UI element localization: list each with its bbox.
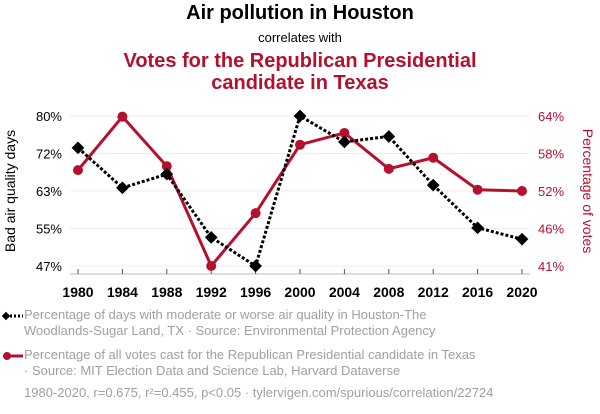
y-axis-left-label: Bad air quality days [2, 130, 18, 252]
series-votes-point [117, 111, 128, 122]
y-left-tick-label: 47% [36, 259, 62, 274]
x-tick-label: 1980 [62, 284, 93, 300]
y-left-tick-label: 63% [36, 184, 62, 199]
y-axis-right-label: Percentage of votes [580, 129, 596, 254]
series-votes-point [339, 127, 350, 138]
x-tick-label: 1988 [151, 284, 182, 300]
y-left-tick-label: 80% [36, 109, 62, 124]
series-air-point [249, 259, 262, 273]
x-tick-label: 1984 [107, 284, 138, 300]
y-left-tick-label: 72% [36, 147, 62, 162]
series-air-point [293, 109, 307, 123]
title2-line2: candidate in Texas [211, 72, 389, 94]
chart-title: Air pollution in Houston [186, 2, 414, 24]
x-tick-label: 2020 [506, 284, 537, 300]
title2-line1: Votes for the Republican Presidential [123, 50, 477, 72]
legend-text-line2: Woodlands-Sugar Land, TX · Source: Envir… [24, 323, 436, 338]
legend-item-air-quality: Percentage of days with moderate or wors… [2, 307, 564, 339]
legend-text-line1: Percentage of all votes cast for the Rep… [24, 347, 476, 362]
legend-text-line2: · Source: MIT Election Data and Science … [24, 363, 401, 378]
footer-stats: 1980-2020, r=0.675, r²=0.455, p<0.05 · t… [24, 385, 494, 400]
legend-line-circle-icon [3, 352, 23, 360]
series-air-point [71, 141, 85, 155]
series-votes-point [428, 152, 439, 163]
chart-subtitle: correlates with [258, 30, 342, 45]
x-tick-label: 2016 [462, 284, 493, 300]
y-right-tick-label: 41% [538, 259, 564, 274]
series-air-point [426, 178, 440, 192]
y-right-tick-label: 52% [538, 184, 564, 199]
series-votes-point [206, 261, 217, 271]
x-tick-label: 1996 [240, 284, 271, 300]
legend-item-votes: Percentage of all votes cast for the Rep… [3, 347, 564, 379]
series-votes-point [73, 165, 83, 176]
series-air-point [204, 230, 218, 244]
x-tick-label: 2000 [284, 284, 315, 300]
series-votes-point [517, 186, 527, 196]
grid [70, 115, 530, 267]
series-air-point [515, 232, 529, 246]
series-air-point [116, 181, 129, 195]
x-axis: 1980 1984 1988 1992 1996 2000 2004 2008 2012 2016… [62, 269, 538, 300]
series-votes-point [472, 184, 483, 195]
y-left-tick-label: 55% [36, 222, 62, 237]
x-tick-label: 2004 [329, 284, 360, 300]
x-tick-label: 1992 [196, 284, 227, 300]
y-axis-left: 80% 72% 63% 55% 47% [36, 109, 62, 274]
series-air-point [160, 167, 174, 181]
series-group [71, 109, 529, 273]
y-right-tick-label: 58% [538, 147, 564, 162]
legend-text-line1: Percentage of days with moderate or wors… [24, 307, 427, 322]
series-votes-point [161, 161, 172, 172]
x-tick-label: 2008 [373, 284, 404, 300]
chart-title-secondary: Votes for the Republican Presidential ca… [0, 50, 600, 94]
legend-dotted-diamond-icon [2, 311, 23, 321]
y-axis-right: 64% 58% 52% 46% 41% [538, 109, 564, 274]
series-votes-point [250, 208, 261, 219]
series-votes-point [295, 139, 305, 150]
series-air-point [471, 221, 484, 235]
series-air-point [338, 135, 351, 149]
x-tick-label: 2012 [418, 284, 449, 300]
y-right-tick-label: 64% [538, 109, 564, 124]
series-air-point [382, 130, 396, 143]
series-votes-point [383, 163, 394, 174]
y-right-tick-label: 46% [538, 222, 564, 237]
